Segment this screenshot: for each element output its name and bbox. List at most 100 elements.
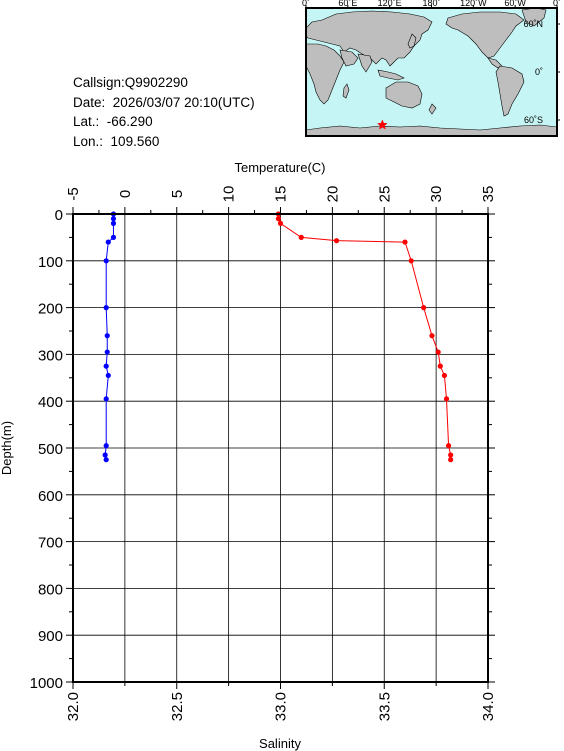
land-indonesia	[377, 69, 405, 81]
salinity-point	[408, 258, 414, 264]
temperature-point	[103, 443, 109, 449]
temperature-point	[103, 305, 109, 311]
star-icon	[376, 119, 388, 130]
temperature-point	[104, 349, 110, 355]
temperature-point	[103, 457, 109, 463]
salinity-tick-label: 33.0	[273, 692, 290, 721]
map-top-tick-label: 0˚	[302, 0, 310, 8]
temperature-tick-label: 0	[117, 190, 134, 198]
salinity-point	[402, 239, 408, 245]
land-india	[357, 53, 373, 73]
depth-tick-label: 200	[38, 301, 63, 318]
salinity-point	[443, 396, 450, 402]
temperature-axis-label: Temperature(C)	[234, 160, 325, 175]
salinity-point	[298, 234, 304, 240]
map-top-tick-label: 180˚	[422, 0, 440, 8]
date-line: Date: 2026/03/07 20:10(UTC)	[73, 93, 255, 113]
lon-label: Lon.:	[73, 133, 104, 149]
date-label: Date:	[73, 94, 106, 110]
temperature-tick-label: 20	[324, 186, 341, 203]
depth-tick-label: 900	[38, 628, 63, 645]
temperature-point	[103, 258, 109, 264]
temperature-tick-label: 10	[221, 186, 238, 203]
station-info: Callsign:Q9902290 Date: 2026/03/07 20:10…	[73, 73, 255, 151]
salinity-point	[435, 349, 441, 355]
series-layer	[102, 211, 454, 463]
salinity-tick-label: 34.0	[480, 692, 497, 721]
map-top-tick-label: 0˚	[553, 0, 561, 8]
temperature-point	[104, 333, 110, 339]
map-marker-layer	[376, 119, 388, 130]
salinity-tick-label: 32.5	[169, 692, 186, 721]
salinity-point	[333, 238, 340, 244]
map-top-tick-label: 60˚W	[504, 0, 526, 8]
map-land	[306, 8, 557, 136]
temperature-point	[105, 239, 111, 245]
salinity-point	[445, 443, 452, 449]
map-right-tick-label: 60˚S	[524, 115, 543, 125]
depth-tick-label: 300	[38, 347, 63, 364]
salinity-tick-label: 32.0	[65, 692, 82, 721]
grid-layer	[72, 213, 489, 683]
land-arabia	[339, 49, 359, 67]
depth-tick-label: 700	[38, 535, 63, 552]
depth-tick-label: 1000	[30, 675, 63, 692]
lat-label: Lat.:	[73, 114, 100, 129]
salinity-point	[277, 220, 284, 226]
salinity-series-line	[277, 214, 452, 460]
location-map: 0˚ 60˚E 120˚E 180˚ 120˚W 60˚W 0˚ 60˚N 0˚ 60˚S	[302, 0, 561, 137]
salinity-point	[429, 333, 435, 339]
salinity-point	[437, 363, 443, 369]
land-africa	[306, 43, 345, 105]
temperature-point	[110, 220, 117, 226]
lat-line: Lat.: -66.290	[73, 112, 255, 132]
map-top-tick-label: 120˚E	[378, 0, 402, 8]
land-north-america	[445, 11, 525, 59]
depth-tick-label: 400	[38, 394, 63, 411]
map-ticks: 0˚ 60˚E 120˚E 180˚ 120˚W 60˚W 0˚ 60˚N 0˚ 60˚S	[302, 0, 561, 125]
temperature-point	[110, 216, 117, 222]
salinity-point	[441, 372, 448, 379]
depth-axis-label: Depth(m)	[0, 421, 14, 475]
land-greenland	[521, 8, 547, 27]
temperature-tick-label: 30	[428, 186, 445, 203]
temperature-tick-label: 35	[480, 186, 497, 203]
lat-value: -66.290	[106, 114, 153, 129]
salinity-axis-label: Salinity	[259, 736, 301, 751]
depth-tick-label: 600	[38, 488, 63, 505]
temperature-point	[103, 363, 109, 369]
land-madagascar	[342, 83, 350, 99]
map-right-tick-label: 0˚	[535, 67, 543, 77]
land-south-america	[495, 65, 525, 117]
temperature-point	[105, 372, 111, 379]
callsign-label: Callsign:	[73, 75, 125, 90]
land-japan	[407, 33, 417, 49]
salinity-point	[275, 216, 282, 222]
callsign-value: Q9902290	[124, 75, 188, 90]
callsign-line: Callsign:Q9902290	[73, 73, 255, 93]
map-top-tick-label: 60˚E	[338, 0, 357, 8]
lon-value: 109.560	[110, 133, 160, 149]
depth-tick-label: 500	[38, 441, 63, 458]
temperature-tick-label: -5	[65, 187, 82, 200]
salinity-point	[448, 452, 454, 458]
salinity-point	[448, 457, 454, 463]
lon-line: Lon.: 109.560	[73, 132, 255, 152]
date-value: 2026/03/07 20:10(UTC)	[112, 94, 255, 110]
depth-tick-label: 800	[38, 581, 63, 598]
temperature-point	[110, 234, 117, 240]
land-australia	[385, 81, 423, 109]
land-antarctica	[306, 124, 557, 136]
salinity-tick-label: 33.5	[376, 692, 393, 721]
map-top-tick-label: 120˚W	[460, 0, 487, 8]
temperature-tick-label: 25	[376, 186, 393, 203]
temperature-point	[103, 396, 109, 402]
temperature-tick-label: 5	[169, 190, 186, 198]
depth-tick-label: 0	[55, 207, 63, 224]
temperature-tick-label: 15	[273, 186, 290, 203]
map-right-tick-label: 60˚N	[523, 19, 543, 29]
land-eurasia	[306, 10, 433, 67]
salinity-point	[421, 305, 427, 311]
depth-tick-label: 100	[38, 254, 63, 271]
